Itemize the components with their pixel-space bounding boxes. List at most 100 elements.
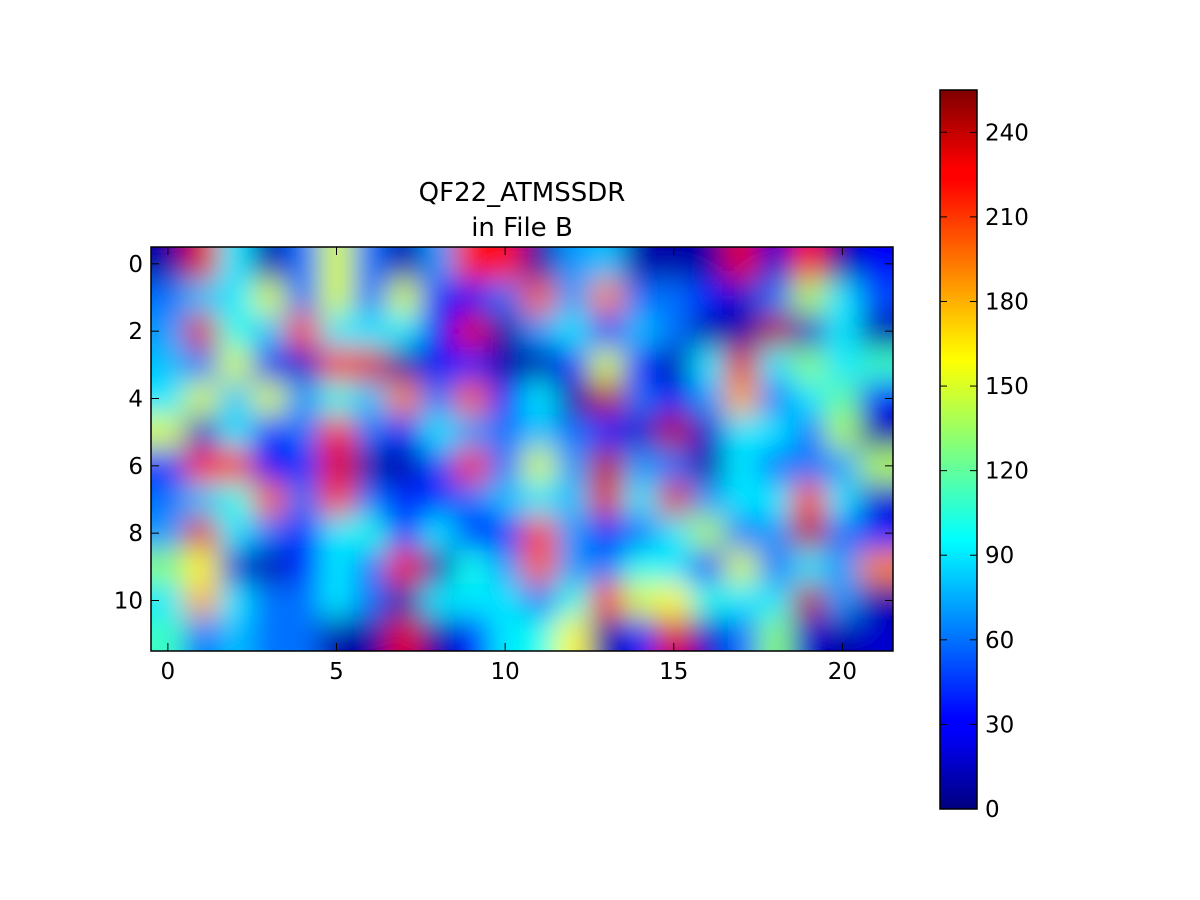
heatmap-cell [825,348,860,383]
heatmap-cell [319,550,354,585]
heatmap-cell [252,449,287,484]
heatmap-cell [589,348,624,383]
heatmap-cell [252,550,287,585]
heatmap-cell [724,415,759,450]
heatmap-cell [758,550,793,585]
heatmap-cell [353,516,388,551]
heatmap-cell [184,314,220,349]
heatmap-cell [623,247,658,282]
heatmap-cell [690,348,725,383]
x-tick-label: 20 [828,659,857,685]
heatmap-cell [623,348,658,383]
y-tick-label: 2 [128,319,143,345]
heatmap-cell [690,516,725,551]
heatmap-cell [656,550,692,585]
heatmap-cell [252,280,287,315]
y-tick-label: 8 [128,521,143,547]
heatmap-cell [656,280,692,315]
heatmap-cell [285,482,321,517]
heatmap-cell [387,247,422,282]
heatmap-cell [184,449,220,484]
heatmap-cell [285,415,321,450]
heatmap-cell [387,516,422,551]
heatmap-cell [656,583,692,618]
heatmap-cell [285,348,321,383]
heatmap-cell [825,381,860,416]
plot-frame [150,246,894,652]
colorbar-tick-label: 60 [985,628,1014,654]
heatmap-cell [758,482,793,517]
heatmap-cell [758,449,793,484]
heatmap-cell [623,381,658,416]
heatmap-cell [285,280,321,315]
heatmap-cell [454,550,489,585]
heatmap-cell [319,280,354,315]
heatmap-cell [488,280,523,315]
heatmap-cell [859,348,893,383]
y-tick-label: 4 [128,387,143,413]
heatmap-cell [319,381,354,416]
heatmap-cell [252,583,287,618]
heatmap-cell [656,314,692,349]
heatmap-cell [454,516,489,551]
heatmap-cell [724,314,759,349]
heatmap-cell [758,415,793,450]
heatmap-cell [825,482,860,517]
heatmap-cell [353,314,388,349]
heatmap-cell [859,415,893,450]
heatmap-cell [724,348,759,383]
heatmap-cell [791,516,827,551]
heatmap-cell [623,550,658,585]
heatmap-cell [319,348,354,383]
heatmap-cell [218,348,253,383]
heatmap-cell [791,583,827,618]
heatmap-cell [589,482,624,517]
heatmap-cell [353,617,388,651]
heatmap-cell [555,280,591,315]
heatmap-cell [488,415,523,450]
heatmap-cell [724,381,759,416]
colorbar-tick-label: 30 [985,712,1014,738]
heatmap-cell [825,314,860,349]
heatmap-cell [690,583,725,618]
heatmap-cell [555,415,591,450]
heatmap-cell [387,449,422,484]
heatmap-cell [791,550,827,585]
heatmap-cell [319,314,354,349]
heatmap-cell [589,449,624,484]
heatmap-cell [151,348,186,383]
heatmap-cell [522,583,557,618]
heatmap-cell [589,583,624,618]
colorbar-tick-label: 150 [985,374,1029,400]
heatmap-cell [555,348,591,383]
heatmap-cell [387,381,422,416]
heatmap-cell [252,247,287,282]
heatmap-cell [758,314,793,349]
heatmap-cell [589,280,624,315]
heatmap-cell [522,381,557,416]
heatmap-cell [387,617,422,651]
heatmap-cell [522,247,557,282]
x-tick-label: 5 [329,659,344,685]
heatmap-cell [859,280,893,315]
heatmap-cell [454,348,489,383]
heatmap-cell [690,550,725,585]
heatmap-cell [522,449,557,484]
heatmap-cell [859,617,893,651]
y-axis: 0 2 4 6 8 10 [114,252,893,615]
heatmap-cell [825,516,860,551]
heatmap-cell [589,516,624,551]
heatmap-cell [555,449,591,484]
heatmap-cell [252,482,287,517]
heatmap-cell [420,482,456,517]
y-tick-label: 6 [128,454,143,480]
heatmap-cell [184,550,220,585]
heatmap-cell [319,415,354,450]
heatmap-cell [522,280,557,315]
heatmap-cell [454,280,489,315]
heatmap-cell [555,247,591,282]
heatmap-cell [353,550,388,585]
heatmap-cell [589,247,624,282]
heatmap-cell [488,583,523,618]
